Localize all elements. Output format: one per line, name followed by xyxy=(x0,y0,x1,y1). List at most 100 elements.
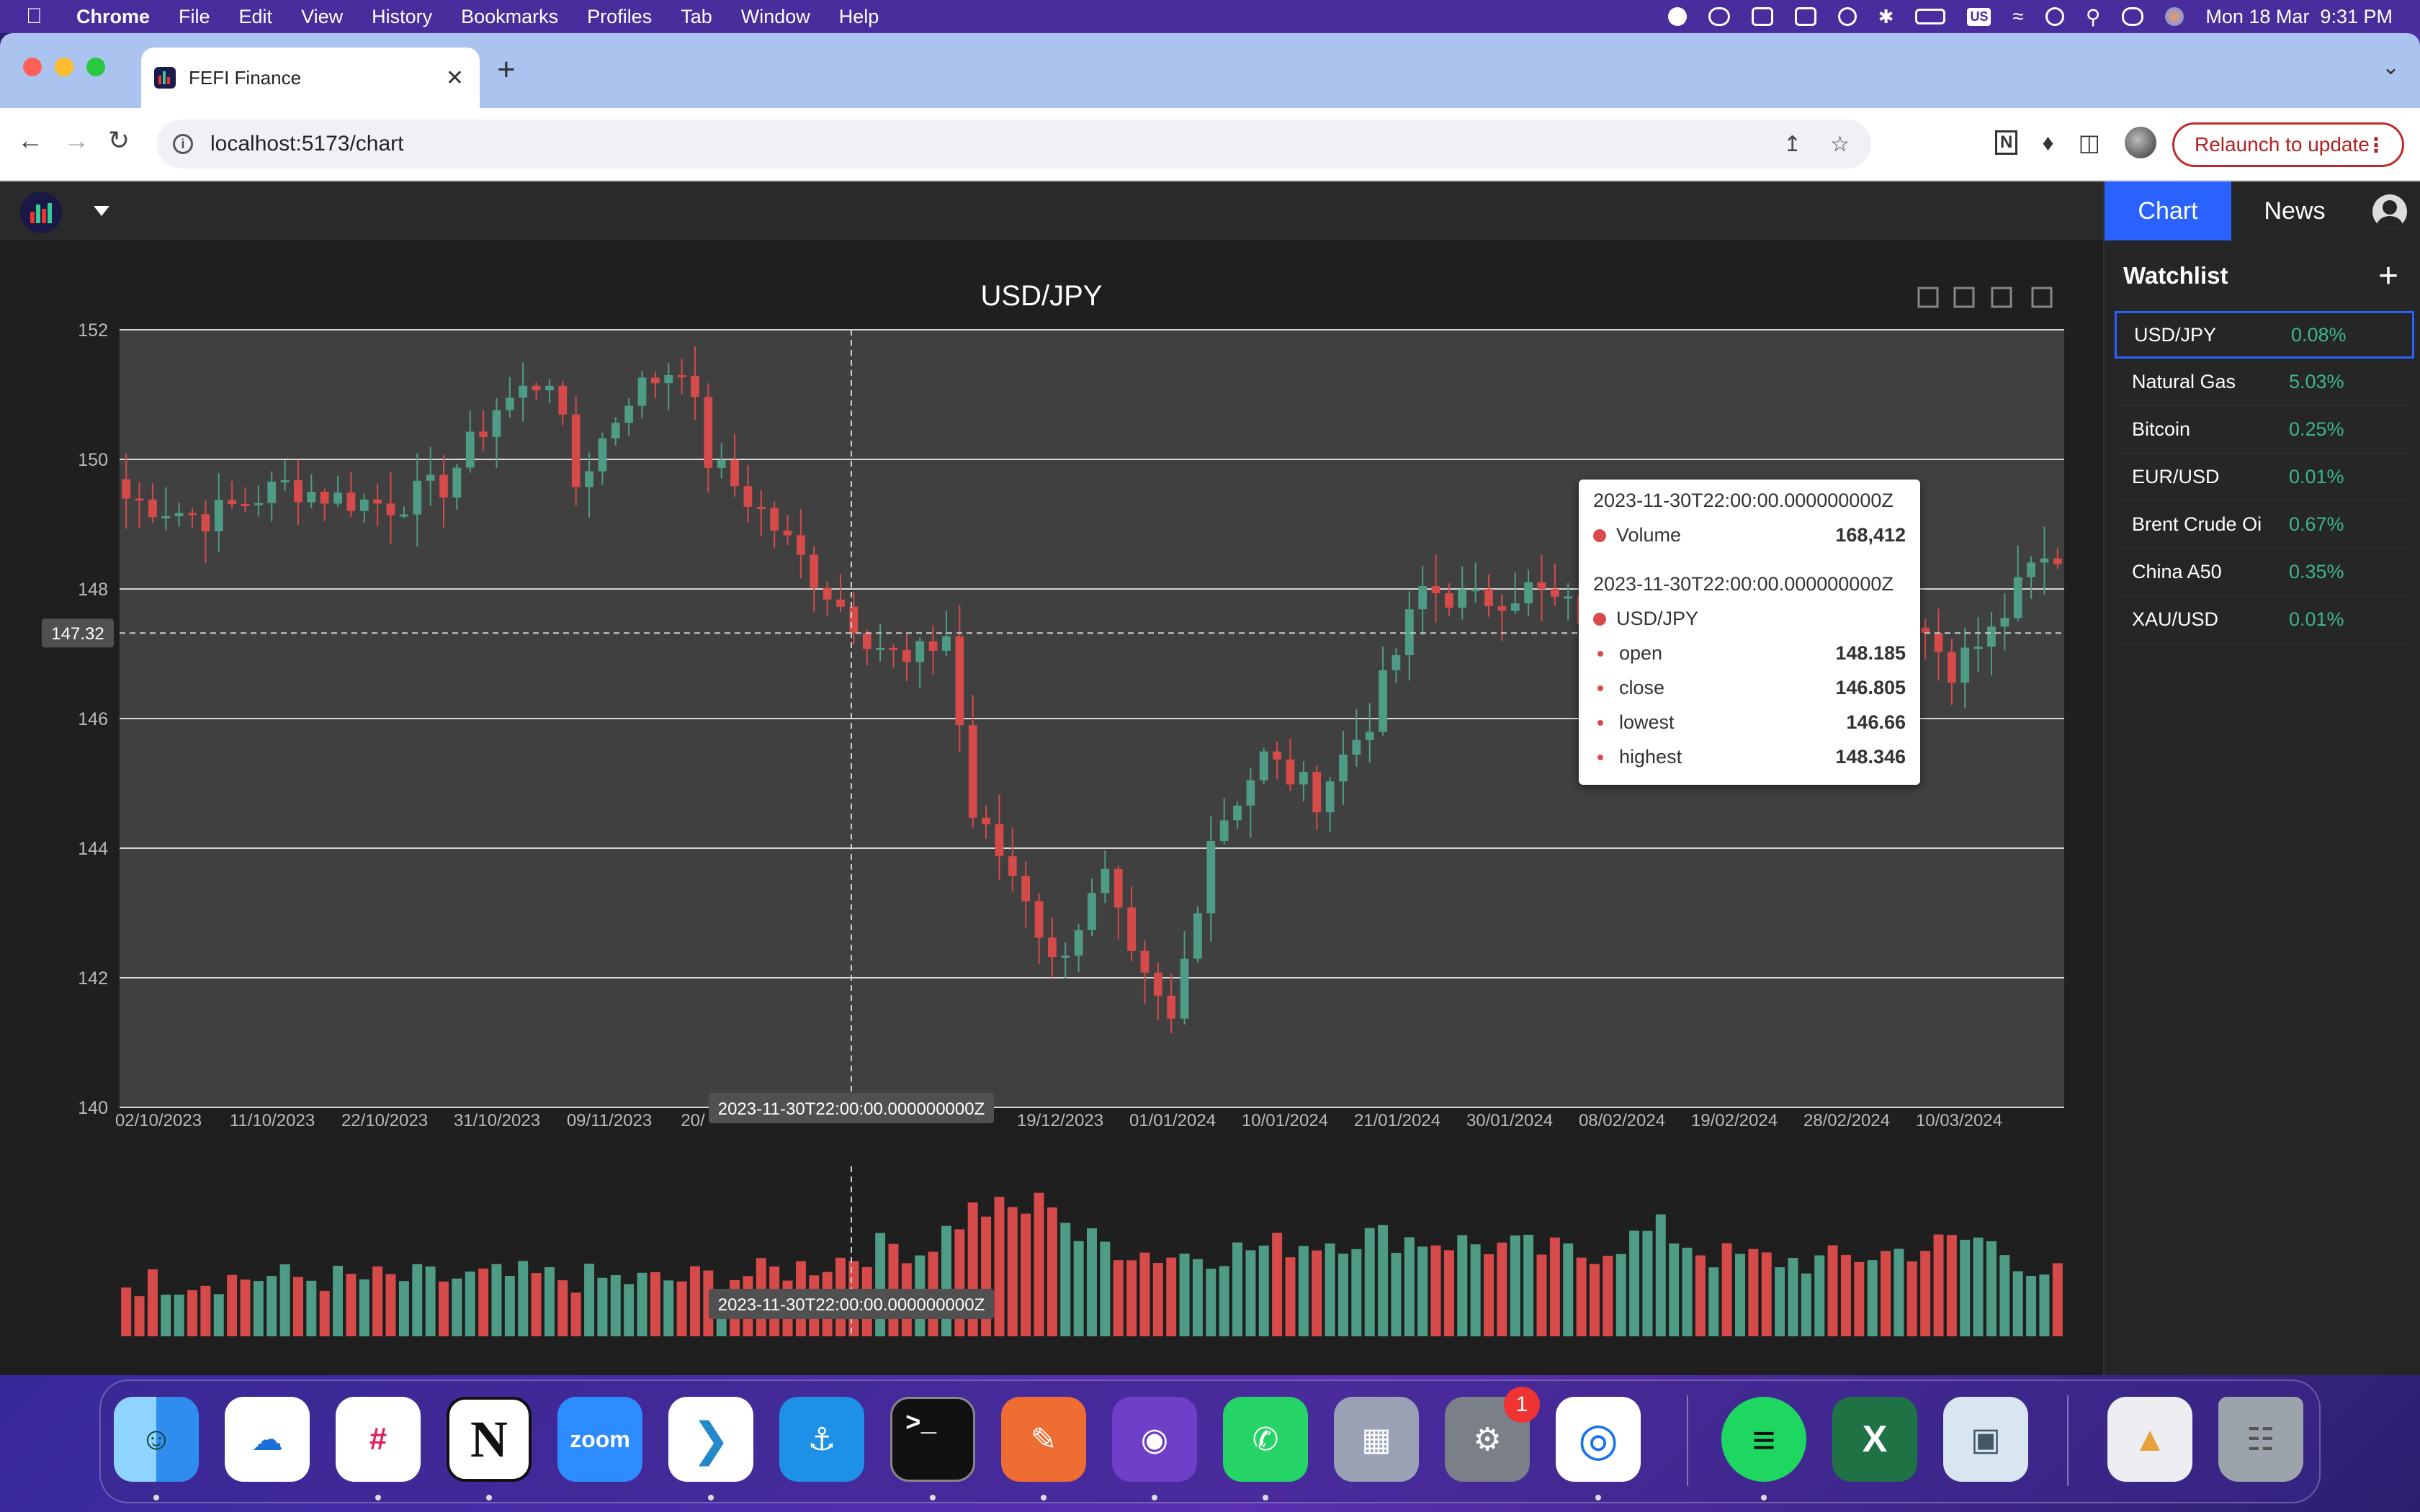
volume-bar xyxy=(1087,1228,1097,1336)
menu-chevron-down-icon[interactable] xyxy=(94,206,109,216)
tab-close-icon[interactable]: ✕ xyxy=(445,66,464,90)
side-panel-icon[interactable]: ◫ xyxy=(2078,130,2100,156)
menu-edit[interactable]: Edit xyxy=(238,5,273,27)
spotify-icon[interactable]: ≡ xyxy=(1721,1397,1806,1482)
watchlist-item-change: 0.08% xyxy=(2291,323,2347,346)
profile-avatar[interactable] xyxy=(2124,127,2156,158)
user-switch-icon[interactable] xyxy=(2045,7,2064,26)
rect-zoom-icon[interactable] xyxy=(1917,287,1939,308)
input-source[interactable]: US xyxy=(1967,7,1991,26)
candle-body xyxy=(1206,840,1216,914)
watchlist-item-name: EUR/USD xyxy=(2132,466,2220,487)
window-close-button[interactable] xyxy=(23,58,42,76)
candle-body xyxy=(2027,562,2035,577)
menubar-status-area: ✱ US ≈ ⚲ Mon 18 Mar 9:31 PM xyxy=(1667,0,2393,33)
tab-chart[interactable]: Chart xyxy=(2105,181,2231,240)
siri-icon[interactable] xyxy=(2165,7,2184,26)
new-tab-button[interactable]: + xyxy=(497,52,516,87)
control-center-icon[interactable] xyxy=(2122,7,2144,26)
whatsapp-icon[interactable]: ✆ xyxy=(1223,1397,1308,1482)
terminal-icon[interactable]: >_ xyxy=(890,1397,975,1482)
status-app-icon[interactable] xyxy=(1667,7,1687,26)
chrome-icon[interactable]: ◎ xyxy=(1556,1397,1641,1482)
notion-menubar-icon[interactable] xyxy=(1794,7,1816,26)
user-account-icon[interactable] xyxy=(2372,194,2407,229)
url-text[interactable]: localhost:5173/chart xyxy=(210,132,404,156)
volume-bar xyxy=(1735,1254,1745,1336)
fefi-logo[interactable] xyxy=(20,192,62,233)
chart-file-icon[interactable]: ▲ xyxy=(2107,1397,2192,1482)
cloud-icon[interactable] xyxy=(1708,7,1730,26)
bluetooth-icon[interactable]: ✱ xyxy=(1878,5,1894,27)
vscode-icon[interactable]: ❯ xyxy=(668,1397,753,1482)
wifi-icon[interactable]: ≈ xyxy=(2012,5,2024,27)
add-watchlist-button[interactable]: + xyxy=(2378,257,2398,295)
notion-icon[interactable]: N xyxy=(447,1397,532,1482)
extensions-puzzle-icon[interactable]: ♦ xyxy=(2042,129,2054,156)
slack-icon[interactable]: # xyxy=(336,1397,421,1482)
display-icon[interactable] xyxy=(1751,7,1773,26)
candle-body xyxy=(1352,739,1361,755)
chart-container[interactable]: USD/JPY 152 150 148 146 144 142 140 02/10/2023 11… xyxy=(0,240,2103,1375)
launchpad-icon[interactable]: ▦ xyxy=(1334,1397,1419,1482)
play-icon[interactable] xyxy=(1837,7,1857,26)
preview-icon[interactable]: ▣ xyxy=(1943,1397,2028,1482)
volume-bar xyxy=(1219,1266,1229,1336)
docker-icon[interactable]: ⚓ xyxy=(779,1397,864,1482)
excel-icon[interactable]: X xyxy=(1832,1397,1917,1482)
back-arrow-icon[interactable]: ← xyxy=(17,125,43,155)
menu-window[interactable]: Window xyxy=(740,5,810,27)
watchlist-item[interactable]: EUR/USD 0.01% xyxy=(2115,454,2414,501)
menu-view[interactable]: View xyxy=(301,5,344,27)
volume-bar xyxy=(1470,1244,1481,1336)
zoom-reset-icon[interactable] xyxy=(1953,287,1975,308)
relaunch-update-button[interactable]: Relaunch to update ⋮ xyxy=(2172,122,2404,167)
browser-tab-active[interactable]: FEFI Finance ✕ xyxy=(141,48,480,108)
tab-news[interactable]: News xyxy=(2264,197,2326,225)
github-desktop-icon[interactable]: ◉ xyxy=(1112,1397,1197,1482)
menu-app-name[interactable]: Chrome xyxy=(76,5,151,27)
watchlist-item[interactable]: Natural Gas 5.03% xyxy=(2115,359,2414,406)
candlestick-chart[interactable]: USD/JPY 152 150 148 146 144 142 140 02/10/2023 11… xyxy=(0,240,2103,1375)
window-minimize-button[interactable] xyxy=(55,58,73,76)
reload-icon[interactable]: ↻ xyxy=(108,125,130,155)
share-icon[interactable]: ↥ xyxy=(1783,132,1802,156)
restore-icon[interactable] xyxy=(1991,287,2012,308)
crosshair-y-label: 147.32 xyxy=(51,624,104,644)
forward-arrow-icon[interactable]: → xyxy=(63,125,89,155)
bullet-icon xyxy=(1597,685,1603,691)
spotlight-icon[interactable]: ⚲ xyxy=(2085,5,2101,28)
tab-search-chevron-icon[interactable]: ⌄ xyxy=(2381,55,2400,79)
postman-icon[interactable]: ✎ xyxy=(1001,1397,1086,1482)
volume-bar xyxy=(1139,1252,1150,1336)
menu-history[interactable]: History xyxy=(372,5,433,27)
more-menu-icon[interactable]: ⋮ xyxy=(2366,133,2386,156)
watchlist-item[interactable]: Bitcoin 0.25% xyxy=(2115,406,2414,454)
menu-profiles[interactable]: Profiles xyxy=(587,5,653,27)
zoom-icon[interactable]: zoom xyxy=(557,1397,642,1482)
apple-icon[interactable]:  xyxy=(26,4,55,29)
system-settings-icon[interactable]: ⚙ 1 xyxy=(1445,1387,1540,1482)
trash-icon[interactable]: ☷ xyxy=(2218,1397,2303,1482)
candle-body xyxy=(400,514,408,517)
watchlist-item[interactable]: XAU/USD 0.01% xyxy=(2115,596,2414,644)
menu-help[interactable]: Help xyxy=(838,5,879,27)
finder-icon[interactable]: ☺ xyxy=(114,1397,199,1482)
candle-body xyxy=(1299,771,1308,785)
address-bar[interactable]: i localhost:5173/chart ↥ ☆ xyxy=(157,120,1871,168)
watchlist-item[interactable]: Brent Crude Oi 0.67% xyxy=(2115,501,2414,549)
site-info-icon[interactable]: i xyxy=(173,134,193,154)
watchlist-item[interactable]: China A50 0.35% xyxy=(2115,549,2414,596)
window-zoom-button[interactable] xyxy=(86,58,105,76)
menu-tab[interactable]: Tab xyxy=(681,5,712,27)
onedrive-icon[interactable]: ☁ xyxy=(225,1397,310,1482)
battery-icon[interactable] xyxy=(1915,9,1946,24)
watchlist-item[interactable]: USD/JPY 0.08% xyxy=(2115,311,2414,359)
save-image-icon[interactable] xyxy=(2031,287,2053,308)
menubar-datetime[interactable]: Mon 18 Mar 9:31 PM xyxy=(2205,5,2393,27)
dock-separator xyxy=(2067,1395,2069,1486)
menu-bookmarks[interactable]: Bookmarks xyxy=(461,5,559,27)
menu-file[interactable]: File xyxy=(179,5,210,27)
notion-extension-icon[interactable]: N xyxy=(1995,130,2018,155)
bookmark-star-icon[interactable]: ☆ xyxy=(1830,132,1850,156)
